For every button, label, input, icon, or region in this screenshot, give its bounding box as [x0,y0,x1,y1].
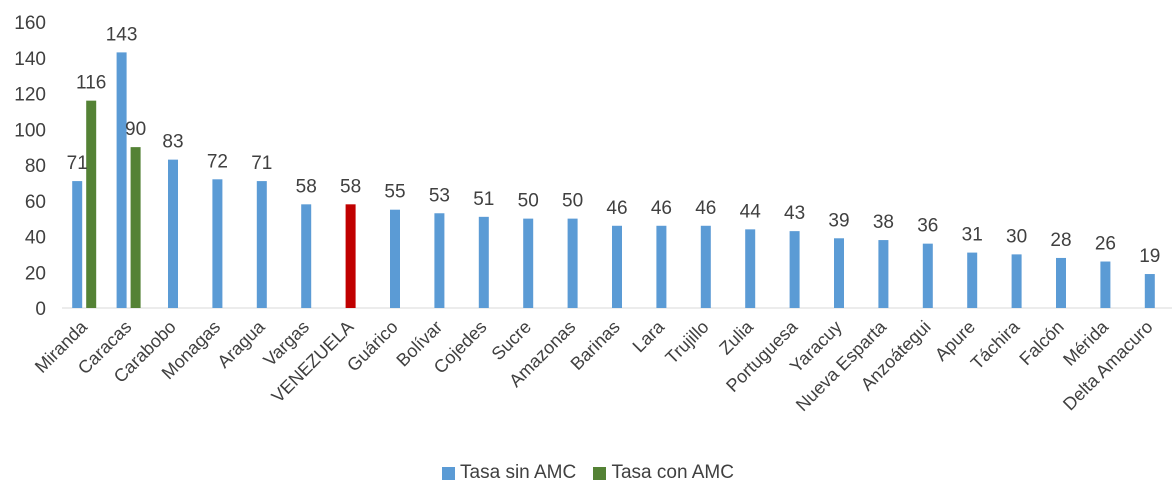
data-label: 36 [917,216,938,237]
data-label: 43 [784,203,805,224]
data-label: 19 [1139,246,1160,267]
x-tick-label: Barinas [567,317,624,374]
legend: Tasa sin AMC Tasa con AMC [0,462,1176,486]
y-tick-label: 0 [35,299,46,320]
bar [86,100,97,309]
bar [1144,274,1155,308]
bar [478,216,489,308]
x-tick-label: Aragua [213,316,269,372]
y-tick-label: 160 [14,13,46,34]
data-label: 71 [67,153,88,174]
bar [745,229,756,308]
bar [130,147,141,308]
bar [656,225,667,308]
data-labels: 71 116 143 90 83 72 71 58 58 55 53 51 50 50 46 46 46 44 43… [67,24,1161,267]
y-tick-label: 20 [25,263,46,284]
data-label: 51 [473,189,494,210]
bars [72,52,1155,309]
data-label: 116 [76,73,106,94]
data-label: 28 [1050,230,1071,251]
y-tick-label: 120 [14,85,46,106]
bar [434,213,445,308]
data-label: 143 [106,24,138,45]
bar [390,209,400,308]
data-label: 46 [606,198,627,219]
y-axis: 0 20 40 60 80 100 120 140 160 [14,13,1172,320]
x-tick-label: Lara [629,316,669,356]
data-label: 71 [251,153,272,174]
data-label: 31 [962,225,983,246]
bar [700,225,711,308]
x-axis: MirandaCaracasCaraboboMonagasAraguaVarga… [31,316,1157,415]
data-label: 50 [518,191,539,212]
x-tick-label: Táchira [967,316,1024,373]
y-tick-label: 60 [25,192,46,213]
data-label: 44 [740,201,762,222]
bar [72,181,83,308]
data-label: 39 [828,210,849,231]
data-label: 58 [296,176,317,197]
data-label: 58 [340,176,361,197]
bar-chart: 0 20 40 60 80 100 120 140 160 71 116 143 90 83 72 71 58… [14,13,1172,415]
legend-swatch-con-amc [593,466,607,480]
legend-label-con-amc: Tasa con AMC [611,462,734,483]
bar [301,204,312,308]
bar [345,204,356,308]
x-tick-label: Trujillo [661,317,712,368]
data-label: 38 [873,212,894,233]
bar [1011,254,1022,308]
legend-label-sin-amc: Tasa sin AMC [460,462,577,483]
bar [116,52,127,309]
bar [256,181,267,308]
legend-swatch-sin-amc [442,466,456,480]
bar [212,179,223,308]
data-label: 46 [651,198,672,219]
data-label: 26 [1095,234,1116,255]
bar [523,218,534,308]
bar [1056,257,1066,308]
bar [878,240,889,308]
y-tick-label: 140 [14,49,46,70]
data-label: 83 [162,132,183,153]
legend-item-sin-amc: Tasa sin AMC [442,462,576,484]
data-label: 53 [429,185,450,206]
bar [967,252,978,308]
x-tick-label: Falcón [1015,317,1067,369]
bar [168,159,178,308]
data-label: 46 [695,198,716,219]
y-tick-label: 80 [25,156,46,177]
y-tick-label: 40 [25,228,46,249]
legend-item-con-amc: Tasa con AMC [593,462,734,484]
bar [1100,261,1111,308]
bar [612,225,622,308]
data-label: 90 [125,119,146,140]
bar [922,243,933,308]
data-label: 55 [384,182,405,203]
data-label: 50 [562,191,583,212]
bar [834,238,844,308]
bar [789,231,800,308]
data-label: 72 [207,151,228,172]
data-label: 30 [1006,226,1027,247]
bar [567,218,578,308]
y-tick-label: 100 [14,120,46,141]
